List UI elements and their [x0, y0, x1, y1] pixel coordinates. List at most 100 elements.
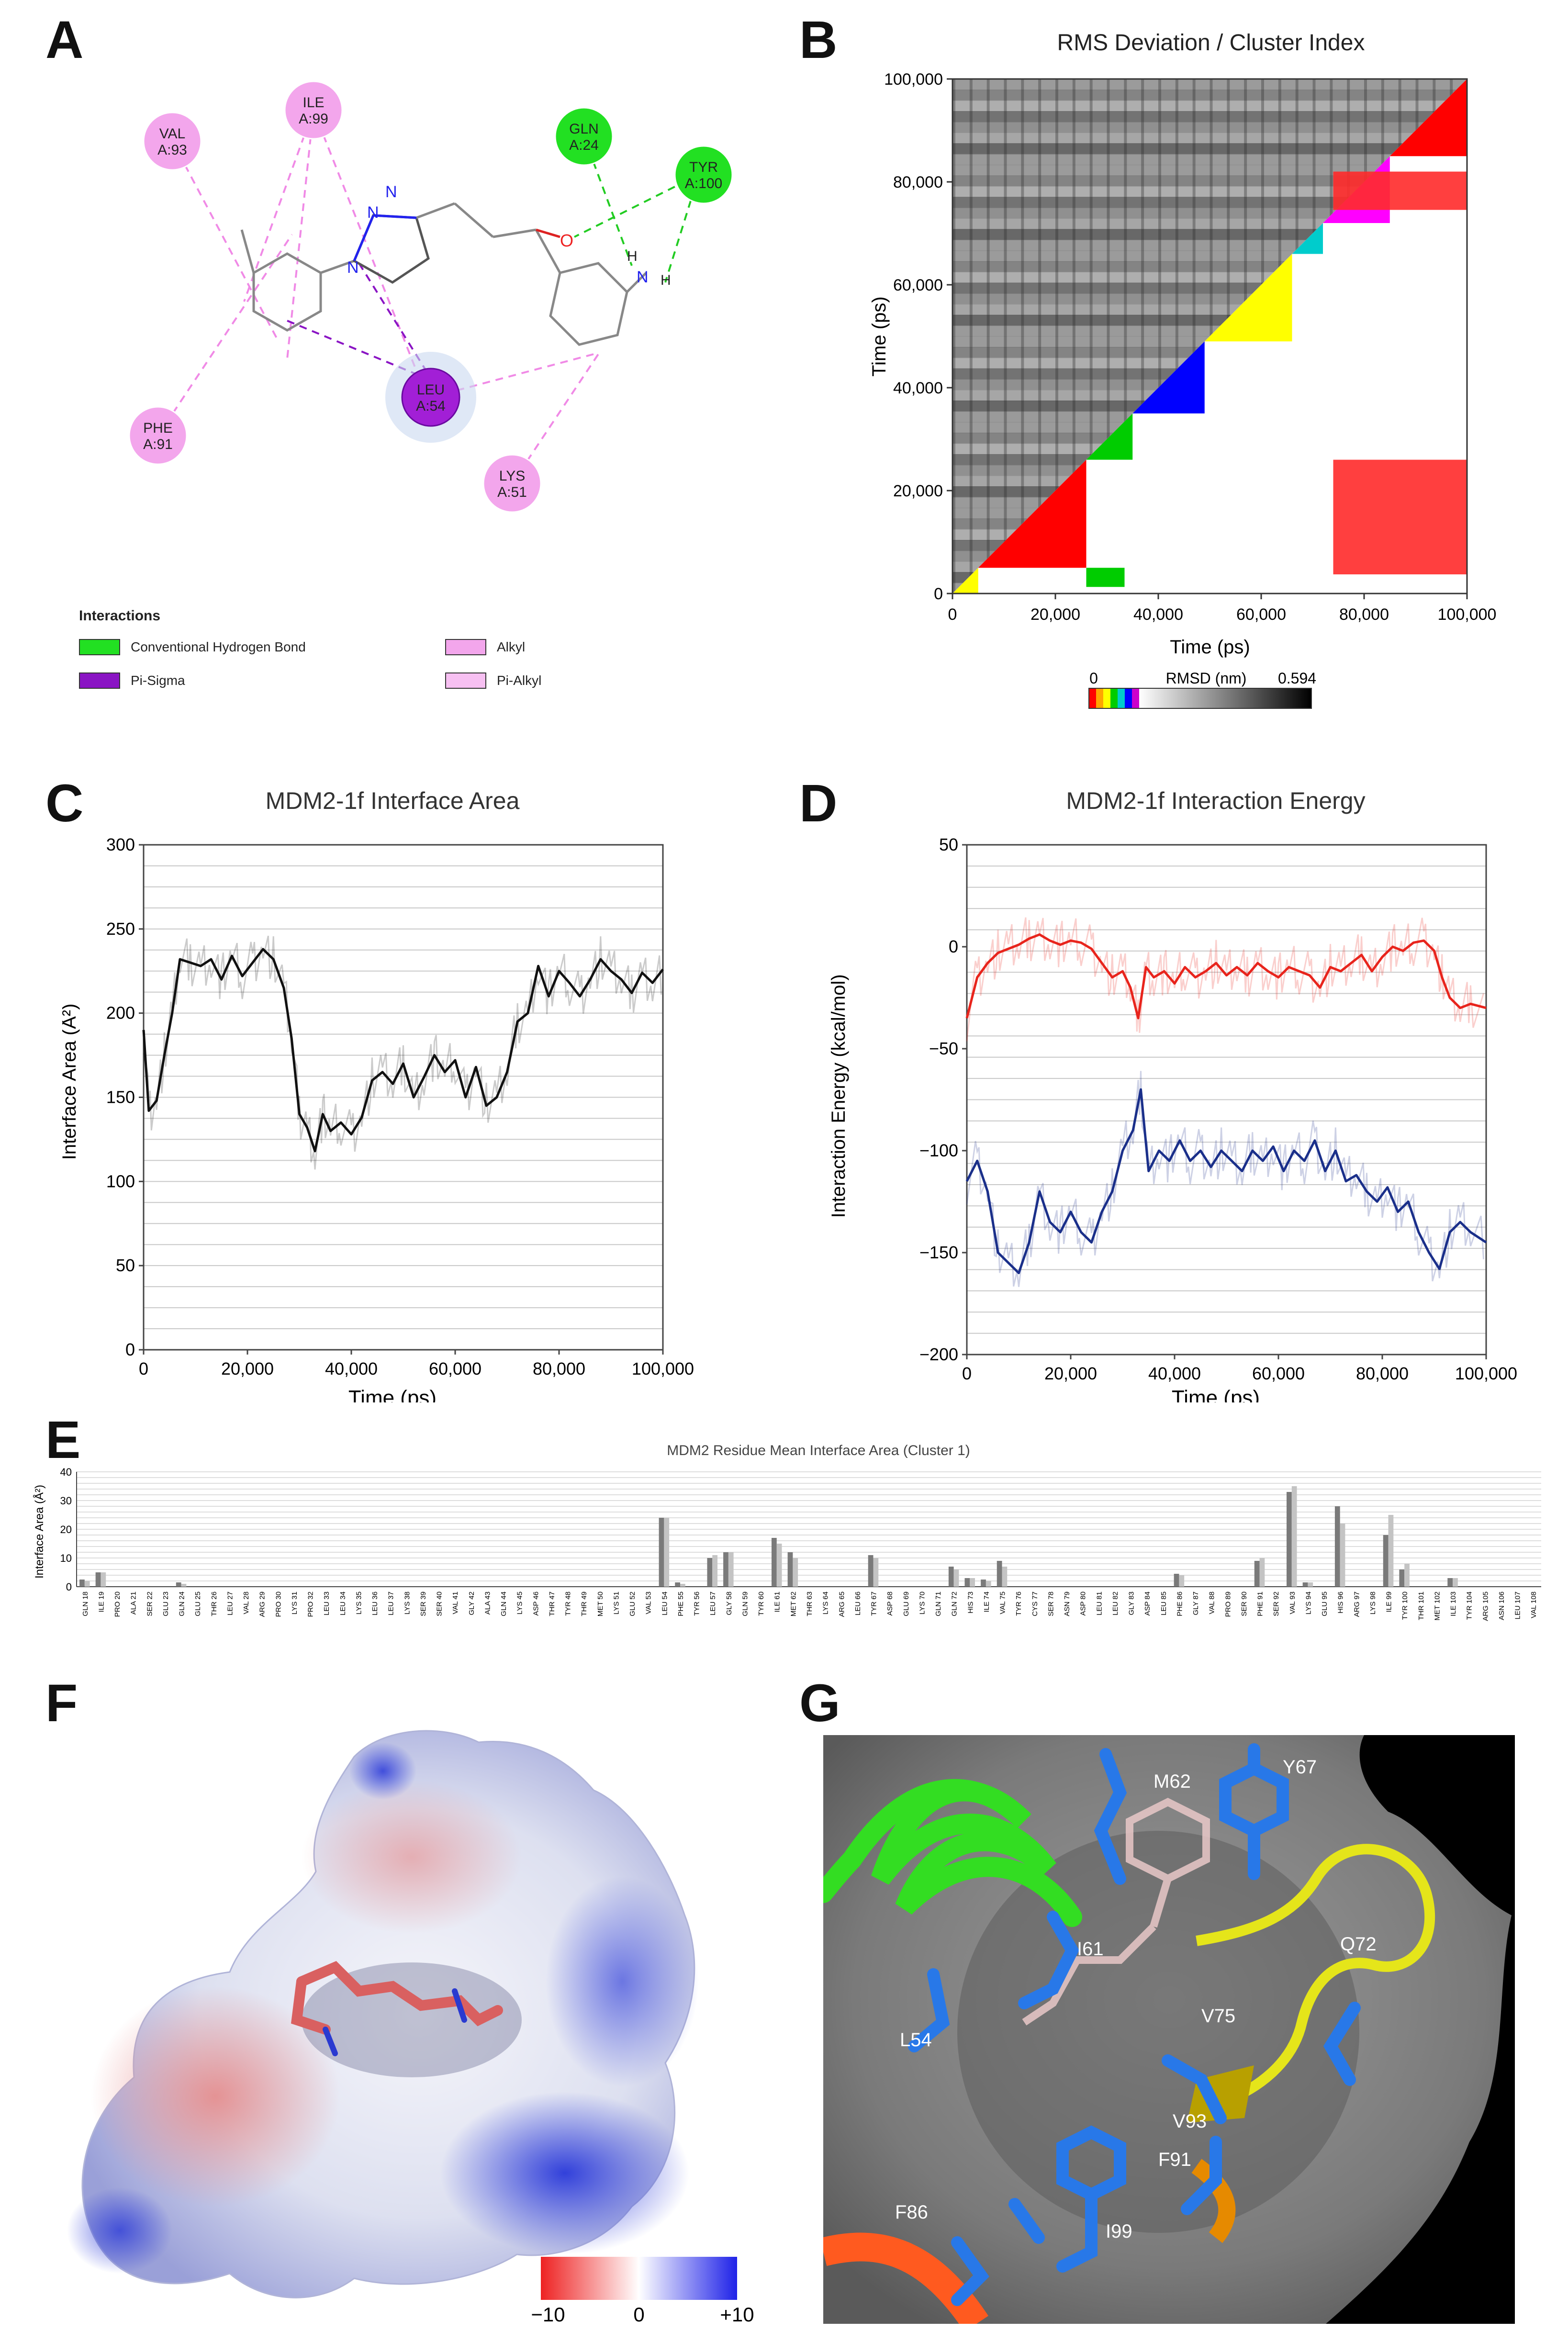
y-tick-label: 0 [66, 1581, 72, 1593]
x-tick-label: 80,000 [1339, 605, 1389, 624]
series-line [142, 948, 664, 1153]
rmsd-cell-band [952, 390, 1156, 401]
residue-label: F86 [895, 2202, 928, 2223]
x-tick-label: LEU 85 [1160, 1591, 1168, 1615]
x-tick-label: LYS 31 [291, 1591, 299, 1614]
y-tick-label: 80,000 [893, 173, 943, 191]
x-tick-label: TYR 56 [693, 1591, 701, 1616]
series-noise-line [966, 1071, 1485, 1287]
y-tick-label: 40 [60, 1466, 72, 1478]
x-tick-label: VAL 75 [999, 1591, 1007, 1614]
positive-patch [349, 1742, 416, 1800]
loop-ribbon [1196, 1844, 1435, 2104]
x-tick-label: LYS 45 [516, 1591, 524, 1614]
x-tick-label: LYS 35 [355, 1591, 363, 1614]
x-tick-label: 100,000 [1438, 605, 1497, 624]
y-tick-label: 50 [116, 1255, 135, 1275]
rmsd-cell-band [952, 229, 1317, 240]
x-tick-label: LEU 36 [371, 1591, 379, 1615]
x-tick-label: ARG 97 [1353, 1591, 1361, 1617]
x-tick-label: 0 [139, 1359, 148, 1378]
hbond-line-gln24 [583, 136, 633, 266]
render-background [1359, 1735, 1515, 1917]
bar [1291, 1486, 1297, 1587]
rmsd-xlabel: Time (ps) [1170, 637, 1250, 658]
rmsd-cell-band [952, 186, 1360, 198]
bar [664, 1518, 670, 1587]
bar [101, 1572, 106, 1587]
x-tick-label: 40,000 [1133, 605, 1183, 624]
legend-item-hbond: Conventional Hydrogen Bond [79, 639, 306, 655]
y-tick-label: 300 [106, 835, 135, 854]
cluster-block [1292, 223, 1323, 254]
y-tick-label: 100,000 [884, 70, 943, 89]
residue-bubble [143, 112, 202, 171]
x-tick-label: LEU 27 [226, 1591, 234, 1615]
x-tick-label: VAL 28 [242, 1591, 250, 1614]
rmsd-cell-band [952, 336, 1210, 347]
residue-name: GLN [569, 121, 599, 137]
hbond-line-tyr100-a [574, 174, 699, 238]
x-tick-label: SER 40 [436, 1591, 444, 1616]
rmsd-cell-band [952, 368, 1178, 380]
x-tick-label: LEU 107 [1514, 1591, 1522, 1619]
x-tick-label: TYR 76 [1015, 1591, 1023, 1616]
bar [970, 1578, 975, 1587]
colorbar-min: −10 [531, 2303, 565, 2326]
x-tick-label: SER 39 [419, 1591, 427, 1616]
bar [1399, 1569, 1405, 1587]
x-tick-label: THR 63 [806, 1591, 814, 1616]
interface-area-chart: MDM2-1f Interface Area 0 20,000 40,000 60,0… [62, 787, 694, 1402]
bar [707, 1558, 713, 1587]
rmsd-title: RMS Deviation / Cluster Index [1057, 30, 1365, 56]
x-tick-label: LEU 37 [387, 1591, 395, 1615]
panel-label-f: F [45, 1674, 78, 1733]
electrostatic-surface-image: −10 0 +10 [67, 1730, 754, 2326]
x-tick-label: GLY 58 [725, 1591, 733, 1615]
rmsd-cell-band [1141, 79, 1144, 405]
x-tick-label: MET 102 [1433, 1591, 1441, 1621]
x-tick-label: LEU 54 [661, 1591, 669, 1615]
cluster-block [978, 459, 1086, 568]
rmsd-cell-band [952, 550, 996, 562]
rmsd-cell-band [1192, 79, 1196, 354]
x-tick-label: SER 22 [146, 1591, 154, 1616]
x-tick-label: LEU 66 [854, 1591, 862, 1615]
rmsd-cell-band [1038, 79, 1042, 508]
x-tick-label: GLU 52 [628, 1591, 637, 1616]
bar [1388, 1515, 1394, 1587]
rmsd-cell-band [952, 79, 955, 594]
x-tick-label: VAL 53 [645, 1591, 653, 1614]
x-tick-label: PRO 30 [274, 1591, 282, 1617]
x-tick-label: 20,000 [1044, 1364, 1097, 1383]
positive-patch [546, 1876, 699, 2087]
rmsd-cell-band [952, 507, 1039, 519]
y-axis-label: Interface Area (Å²) [33, 1485, 46, 1579]
bar [948, 1567, 954, 1587]
x-tick-label: 0 [962, 1364, 972, 1383]
y-tick-label: −100 [919, 1141, 958, 1160]
x-tick-label: PRO 32 [307, 1591, 315, 1617]
x-tick-label: GLN 71 [934, 1591, 942, 1616]
x-tick-label: SER 90 [1240, 1591, 1248, 1616]
x-tick-label: VAL 93 [1288, 1591, 1297, 1614]
rmsd-ylabel: Time (ps) [869, 296, 890, 376]
residue-label: I99 [1106, 2221, 1132, 2242]
x-tick-label: THR 101 [1417, 1591, 1425, 1620]
rmsd-cell-band [969, 79, 973, 577]
rmsd-cell-band [1210, 79, 1213, 336]
x-tick-label: TYR 60 [757, 1591, 765, 1616]
rmsd-cell-band [952, 443, 1103, 455]
legend-swatch [445, 672, 486, 689]
rmsd-cell-band [952, 100, 1446, 112]
rmsd-cell-band [1347, 79, 1350, 199]
rmsd-cell-band [952, 143, 1403, 155]
rmsd-cell-band [952, 518, 1028, 530]
rmsd-cell-band [952, 90, 1456, 101]
x-axis-label: Time (ps) [348, 1386, 437, 1402]
x-tick-label: TYR 104 [1466, 1591, 1474, 1620]
cluster-block [1204, 254, 1292, 342]
rmsd-cell-band [952, 358, 1188, 369]
x-tick-label: ARG 29 [258, 1591, 267, 1617]
x-tick-label: GLU 95 [1321, 1591, 1329, 1616]
